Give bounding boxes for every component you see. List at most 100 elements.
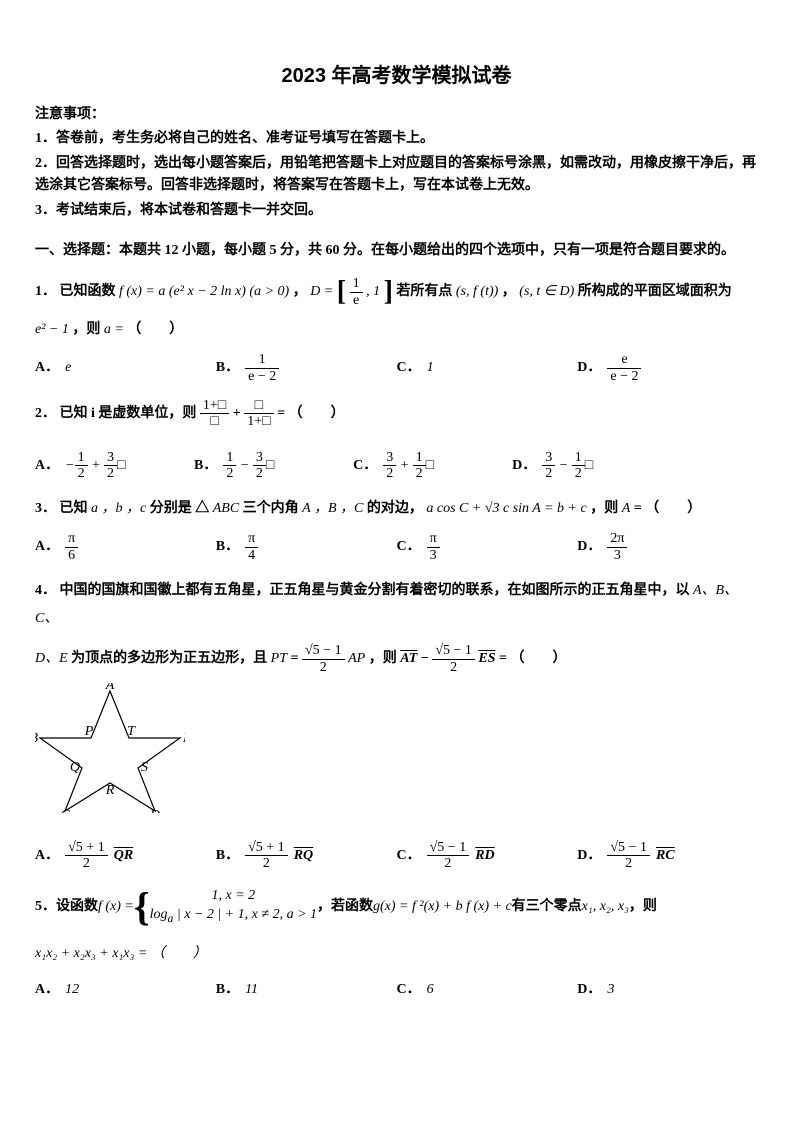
q2-option-d: D．32 − 12□ <box>512 450 671 482</box>
q5-option-d: D．3 <box>577 976 758 1004</box>
q5-cases: 1, x = 2 loga | x − 2 | + 1, x ≠ 2, a > … <box>150 886 317 928</box>
q1-option-b: B．1e − 2 <box>216 352 397 384</box>
q1-interval-end: , 1 <box>366 284 380 299</box>
instructions-block: 注意事项： 1．答卷前，考生务必将自己的姓名、准考证号填写在答题卡上。 2．回答… <box>35 104 758 222</box>
q1-D: D = <box>310 284 333 299</box>
q1-part-a: 已知函数 <box>60 284 120 299</box>
q1-lbracket: [ <box>337 281 346 303</box>
q1-line2-c: a = <box>104 322 124 337</box>
question-5-text: 5． 设函数 f (x) = { 1, x = 2 loga | x − 2 |… <box>35 886 758 928</box>
q4-option-c: C．√5 − 12RD <box>397 840 578 872</box>
q1-point: (s, f (t)) <box>456 284 498 299</box>
svg-text:Q: Q <box>70 760 80 775</box>
svg-text:D: D <box>149 808 160 813</box>
q1-line2-b: ，则 <box>72 322 104 337</box>
q3-A: A <box>622 501 631 516</box>
svg-text:B: B <box>35 731 38 746</box>
q5-option-b: B．11 <box>216 976 397 1004</box>
question-1: 1． 已知函数 f (x) = a (e² x − 2 ln x) (a > 0… <box>35 276 758 384</box>
svg-text:A: A <box>105 683 115 693</box>
q2-option-b: B．12 − 32□ <box>194 450 353 482</box>
q3-tri: ABC <box>213 501 239 516</box>
q3-option-c: C．π3 <box>397 531 578 563</box>
q2-options: A．−12 + 32□ B．12 − 32□ C．32 + 12□ D．32 −… <box>35 450 758 482</box>
q4-eq2: = （ ） <box>499 651 566 666</box>
q1-func: f (x) = a <box>119 284 165 299</box>
q1-paren: (e² x − 2 ln x) <box>169 284 246 299</box>
q2-plus: + <box>233 406 244 421</box>
q3-f: = （ ） <box>634 501 701 516</box>
q5-roots: x₁, x₂, x₃ <box>582 893 629 921</box>
svg-text:E: E <box>182 731 185 746</box>
q4-vec1: AT <box>400 651 417 666</box>
q3-option-d: D．2π3 <box>577 531 758 563</box>
svg-text:C: C <box>60 808 70 813</box>
q1-option-d: D．ee − 2 <box>577 352 758 384</box>
q3-c: 三个内角 <box>243 501 303 516</box>
q3-eq: a cos C + √3 c sin A = b + c <box>426 501 586 516</box>
question-5-number: 5． <box>35 893 56 921</box>
q4-pt: PT <box>271 651 287 666</box>
q4-option-a: A．√5 + 12QR <box>35 840 216 872</box>
svg-text:P: P <box>84 724 94 739</box>
q4-option-d: D．√5 − 12RC <box>577 840 758 872</box>
instructions-item-2: 2．回答选择题时，选出每小题答案后，用铅笔把答题卡上对应题目的答案标号涂黑，如需… <box>35 153 758 198</box>
q1-part-b: 若所有点 <box>396 284 456 299</box>
q3-e: ，则 <box>590 501 622 516</box>
question-1-number: 1． <box>35 284 56 299</box>
q4-a: 中国的国旗和国徽上都有五角星，正五角星与黄金分割有着密切的联系，在如图所示的正五… <box>60 583 694 598</box>
q2-option-a: A．−12 + 32□ <box>35 450 194 482</box>
q5-option-c: C．6 <box>397 976 578 1004</box>
question-2: 2． 已知 i 是虚数单位，则 1+□□ + □1+□ = （ ） A．−12 … <box>35 398 758 482</box>
page-title: 2023 年高考数学模拟试卷 <box>35 60 758 92</box>
q1-part-d: 所构成的平面区域面积为 <box>578 284 732 299</box>
q4-l2b: 为顶点的多边形为正五边形，且 <box>71 651 271 666</box>
question-2-text: 2． 已知 i 是虚数单位，则 1+□□ + □1+□ = （ ） <box>35 398 758 430</box>
q4-vec2: ES <box>478 651 495 666</box>
question-2-number: 2． <box>35 406 56 421</box>
q4-option-b: B．√5 + 12RQ <box>216 840 397 872</box>
q2-frac1: 1+□□ <box>200 398 229 430</box>
q3-options: A．π6 B．π4 C．π3 D．2π3 <box>35 531 758 563</box>
q5-d: ，则 <box>629 893 657 921</box>
q4-options: A．√5 + 12QR B．√5 + 12RQ C．√5 − 12RD D．√5… <box>35 840 758 872</box>
instructions-item-1: 1．答卷前，考生务必将自己的姓名、准考证号填写在答题卡上。 <box>35 128 758 150</box>
q1-option-c: C．1 <box>397 352 578 384</box>
q1-frac: 1e <box>350 276 363 308</box>
question-3: 3． 已知 a ，b ，c 分别是 △ ABC 三个内角 A ，B ，C 的对边… <box>35 495 758 563</box>
q4-de: D、E <box>35 651 68 666</box>
question-1-text: 1． 已知函数 f (x) = a (e² x − 2 ln x) (a > 0… <box>35 276 758 308</box>
q3-angles: A ，B ，C <box>302 501 363 516</box>
q5-a: 设函数 <box>56 893 98 921</box>
svg-text:T: T <box>127 724 136 739</box>
instructions-item-3: 3．考试结束后，将本试卷和答题卡一并交回。 <box>35 200 758 222</box>
q5-c: 有三个零点 <box>512 893 582 921</box>
q5-option-a: A．12 <box>35 976 216 1004</box>
q2-part-a: 已知 i 是虚数单位，则 <box>60 406 197 421</box>
q5-b: ，若函数 <box>317 893 373 921</box>
q5-fx: f (x) = <box>98 893 134 921</box>
q2-eq: = （ ） <box>277 406 344 421</box>
q3-a: 已知 <box>60 501 92 516</box>
q3-option-b: B．π4 <box>216 531 397 563</box>
q3-d: 的对边， <box>367 501 423 516</box>
question-3-number: 3． <box>35 501 56 516</box>
instructions-heading: 注意事项： <box>35 104 758 126</box>
q5-gx: g(x) = f ²(x) + b f (x) + c <box>373 893 512 921</box>
q4-frac2: √5 − 12 <box>432 643 475 675</box>
question-3-text: 3． 已知 a ，b ，c 分别是 △ ABC 三个内角 A ，B ，C 的对边… <box>35 495 758 523</box>
question-5: 5． 设函数 f (x) = { 1, x = 2 loga | x − 2 |… <box>35 886 758 1004</box>
pentagram-figure: A B C D E P T Q S R <box>35 683 185 813</box>
q3-b: 分别是 △ <box>150 501 210 516</box>
q4-c: ，则 <box>369 651 401 666</box>
q4-ap: AP <box>348 651 365 666</box>
q2-frac2: □1+□ <box>244 398 273 430</box>
q1-comma: ， <box>293 284 307 299</box>
q1-rbracket: ] <box>384 281 393 303</box>
q1-blank: （ ） <box>127 322 183 337</box>
q5-brace: { <box>134 895 150 919</box>
q1-part-c: ， <box>502 284 516 299</box>
q4-frac1: √5 − 12 <box>302 643 345 675</box>
q2-option-c: C．32 + 12□ <box>353 450 512 482</box>
q1-in: (s, t ∈ D) <box>519 284 574 299</box>
